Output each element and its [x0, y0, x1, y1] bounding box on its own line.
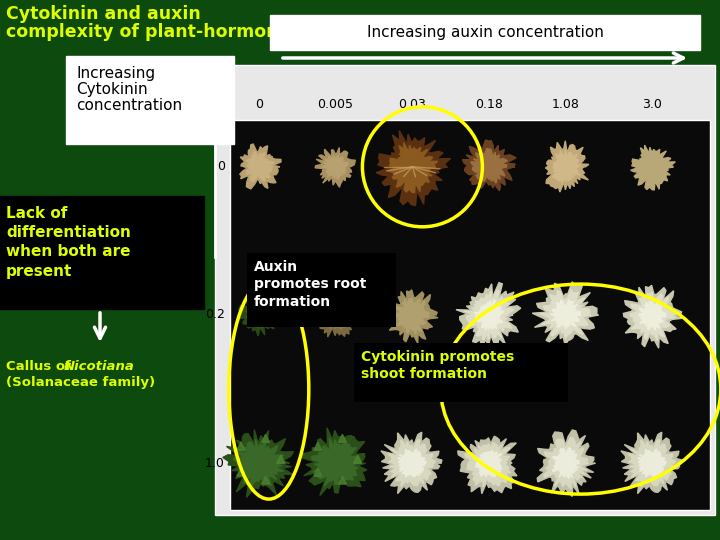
FancyBboxPatch shape	[215, 65, 715, 515]
Text: 0.2: 0.2	[205, 308, 225, 321]
Text: Increasing auxin concentration: Increasing auxin concentration	[366, 25, 603, 40]
Polygon shape	[381, 432, 442, 494]
Text: Callus of: Callus of	[6, 360, 76, 373]
Polygon shape	[261, 476, 269, 484]
Polygon shape	[553, 448, 580, 478]
Polygon shape	[323, 155, 348, 180]
Polygon shape	[544, 437, 588, 489]
Polygon shape	[621, 432, 682, 494]
Text: Cytokinin and auxin: Cytokinin and auxin	[6, 5, 201, 23]
Text: Increasing: Increasing	[76, 66, 155, 81]
Polygon shape	[458, 436, 517, 494]
Polygon shape	[388, 143, 438, 193]
Polygon shape	[376, 131, 451, 206]
Polygon shape	[631, 145, 675, 190]
Polygon shape	[398, 449, 426, 477]
Text: Nicotiana: Nicotiana	[64, 360, 135, 373]
Polygon shape	[474, 300, 504, 330]
Polygon shape	[638, 449, 666, 477]
Polygon shape	[238, 294, 278, 336]
Text: complexity of plant-hormone effects and interactions: complexity of plant-hormone effects and …	[6, 23, 531, 41]
Polygon shape	[462, 140, 516, 191]
Polygon shape	[465, 442, 510, 487]
Polygon shape	[233, 439, 284, 488]
Polygon shape	[276, 455, 285, 463]
FancyBboxPatch shape	[247, 253, 396, 327]
Polygon shape	[471, 148, 508, 183]
Text: 0: 0	[255, 98, 263, 111]
Text: 0.005: 0.005	[318, 98, 354, 111]
Polygon shape	[338, 434, 346, 442]
Polygon shape	[261, 434, 269, 442]
FancyBboxPatch shape	[0, 196, 204, 309]
Polygon shape	[630, 292, 675, 341]
Polygon shape	[246, 152, 274, 181]
Polygon shape	[223, 430, 293, 497]
Polygon shape	[354, 455, 361, 463]
Polygon shape	[628, 440, 675, 487]
Polygon shape	[315, 147, 356, 187]
Polygon shape	[314, 468, 322, 476]
Text: Cytokinin promotes
shoot formation: Cytokinin promotes shoot formation	[361, 350, 514, 381]
Polygon shape	[550, 300, 581, 329]
Polygon shape	[320, 302, 350, 330]
Polygon shape	[388, 440, 435, 487]
Text: (Solanaceae family): (Solanaceae family)	[6, 376, 155, 389]
Polygon shape	[338, 476, 346, 484]
Polygon shape	[639, 301, 666, 330]
Polygon shape	[396, 298, 430, 334]
Polygon shape	[240, 144, 281, 189]
Polygon shape	[546, 141, 589, 192]
Polygon shape	[464, 290, 513, 340]
Polygon shape	[624, 285, 683, 348]
Polygon shape	[540, 289, 591, 338]
Polygon shape	[246, 302, 271, 328]
Polygon shape	[532, 282, 598, 345]
Polygon shape	[314, 442, 322, 450]
Text: 0: 0	[217, 160, 225, 173]
Text: 0.03: 0.03	[398, 98, 426, 111]
Polygon shape	[276, 455, 285, 463]
Text: Cytokinin: Cytokinin	[76, 82, 148, 97]
Polygon shape	[354, 455, 361, 463]
Text: 1.08: 1.08	[552, 98, 580, 111]
Polygon shape	[237, 468, 245, 476]
FancyBboxPatch shape	[66, 56, 234, 144]
Text: 3.0: 3.0	[642, 98, 662, 111]
Polygon shape	[553, 150, 581, 183]
Text: 0.18: 0.18	[475, 98, 503, 111]
Polygon shape	[312, 295, 357, 337]
FancyBboxPatch shape	[270, 15, 700, 50]
Text: Lack of
differentiation
when both are
present: Lack of differentiation when both are pr…	[6, 206, 131, 279]
Text: concentration: concentration	[76, 98, 182, 113]
Polygon shape	[311, 438, 358, 486]
Polygon shape	[302, 428, 367, 496]
Polygon shape	[388, 290, 438, 343]
Polygon shape	[237, 442, 245, 450]
FancyBboxPatch shape	[230, 120, 710, 510]
Text: 1.0: 1.0	[205, 457, 225, 470]
FancyBboxPatch shape	[354, 343, 567, 402]
Polygon shape	[456, 282, 521, 348]
Polygon shape	[474, 451, 502, 477]
Text: Auxin
promotes root
formation: Auxin promotes root formation	[254, 260, 366, 308]
Polygon shape	[537, 430, 595, 496]
